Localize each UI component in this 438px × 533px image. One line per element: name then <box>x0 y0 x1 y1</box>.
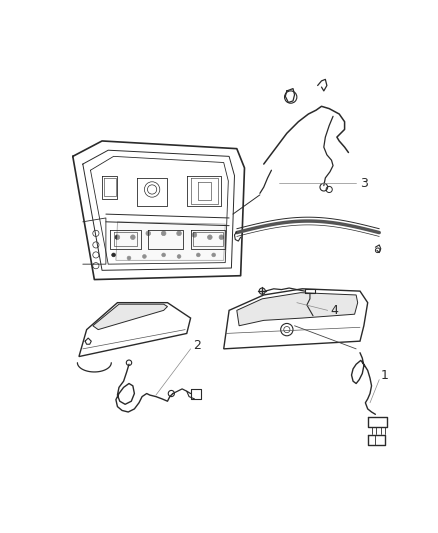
Circle shape <box>219 235 224 239</box>
Circle shape <box>177 255 181 259</box>
Circle shape <box>208 235 212 239</box>
Text: 1: 1 <box>381 369 389 382</box>
Text: 4: 4 <box>330 304 338 317</box>
Circle shape <box>212 253 215 257</box>
Polygon shape <box>93 304 167 329</box>
Polygon shape <box>237 293 358 326</box>
Circle shape <box>192 232 197 237</box>
Circle shape <box>177 231 181 236</box>
Text: 2: 2 <box>193 338 201 351</box>
Circle shape <box>112 253 116 257</box>
Polygon shape <box>116 222 225 260</box>
Text: 3: 3 <box>360 177 368 190</box>
Circle shape <box>115 235 120 239</box>
Circle shape <box>127 256 131 260</box>
Circle shape <box>142 255 146 259</box>
Circle shape <box>131 235 135 239</box>
Circle shape <box>162 253 166 257</box>
Circle shape <box>146 231 151 236</box>
Circle shape <box>196 253 200 257</box>
Circle shape <box>161 231 166 236</box>
